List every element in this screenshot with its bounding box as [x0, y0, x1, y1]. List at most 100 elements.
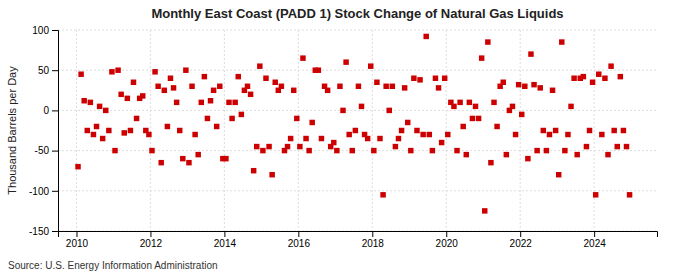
point [513, 132, 518, 137]
point [553, 128, 558, 133]
y-axis-line [52, 31, 59, 232]
point [279, 84, 284, 89]
point [168, 76, 173, 81]
point [100, 136, 105, 141]
y-axis-tick-mark [52, 30, 58, 31]
point [88, 100, 93, 105]
y-axis-tick-label: 50 [38, 65, 50, 76]
point [81, 98, 86, 103]
point [350, 148, 355, 153]
point [510, 104, 515, 109]
point [189, 84, 194, 89]
x-axis-tick-label: 2014 [214, 238, 237, 249]
point [78, 71, 83, 76]
point [232, 100, 237, 105]
point [550, 88, 555, 93]
point [109, 69, 114, 74]
x-axis-tick-label: 2024 [584, 238, 607, 249]
point [85, 128, 90, 133]
x-axis-tick-mark [224, 231, 225, 237]
y-axis-tick-label: -50 [35, 145, 50, 156]
point [390, 84, 395, 89]
point [476, 116, 481, 121]
point [239, 112, 244, 117]
point [371, 148, 376, 153]
point [122, 130, 127, 135]
point [94, 124, 99, 129]
point [485, 39, 490, 44]
point [236, 74, 241, 79]
x-axis-tick-mark [298, 231, 299, 237]
point [602, 76, 607, 81]
y-axis-tick-mark [52, 70, 58, 71]
point [183, 67, 188, 72]
point [537, 85, 542, 90]
point [522, 84, 527, 89]
point [504, 152, 509, 157]
point [309, 120, 314, 125]
point [208, 98, 213, 103]
point [414, 128, 419, 133]
point [131, 80, 136, 85]
point [245, 84, 250, 89]
point [605, 152, 610, 157]
source-annotation: Source: U.S. Energy Information Administ… [8, 260, 218, 271]
grid-line-y [58, 190, 657, 191]
point [624, 144, 629, 149]
point [618, 74, 623, 79]
point [106, 128, 111, 133]
point [195, 152, 200, 157]
point [420, 132, 425, 137]
point [516, 82, 521, 87]
grid [58, 30, 657, 231]
point [260, 148, 265, 153]
point [97, 104, 102, 109]
point [374, 80, 379, 85]
point [528, 51, 533, 56]
y-axis-tick-label: 0 [43, 105, 49, 116]
x-axis-tick-mark [150, 231, 151, 237]
point [353, 128, 358, 133]
points [75, 34, 632, 214]
x-axis-tick: 2012 [140, 231, 163, 249]
x-axis-tick-mark [76, 231, 77, 237]
point [294, 116, 299, 121]
point [155, 84, 160, 89]
x-axis-tick-label: 2018 [362, 238, 385, 249]
point [436, 85, 441, 90]
x-axis-tick: 2024 [584, 231, 607, 249]
point [211, 88, 216, 93]
point [544, 148, 549, 153]
grid-line-x [224, 30, 225, 231]
point [199, 100, 204, 105]
point [340, 108, 345, 113]
point [442, 76, 447, 81]
point [356, 84, 361, 89]
point [377, 136, 382, 141]
point [223, 156, 228, 161]
chart-svg: 20102012201420162018202020222024-150-100… [0, 0, 675, 275]
point [272, 80, 277, 85]
x-axis-tick-label: 2016 [288, 238, 311, 249]
point [457, 100, 462, 105]
point [297, 144, 302, 149]
grid-line-x [150, 30, 151, 231]
point [115, 67, 120, 72]
y-axis-tick-mark [52, 231, 58, 232]
point [525, 156, 530, 161]
point [319, 136, 324, 141]
point [214, 124, 219, 129]
y-axis-tick: 0 [43, 105, 58, 116]
x-axis-tick: 2020 [436, 231, 459, 249]
point [587, 128, 592, 133]
point [383, 84, 388, 89]
point [402, 85, 407, 90]
point [417, 77, 422, 82]
x-axis-tick-label: 2010 [66, 238, 89, 249]
point [501, 80, 506, 85]
x-axis-tick-mark [446, 231, 447, 237]
point [118, 92, 123, 97]
grid-line-y [58, 110, 657, 111]
point [343, 59, 348, 64]
x-axis-tick: 2022 [510, 231, 533, 249]
